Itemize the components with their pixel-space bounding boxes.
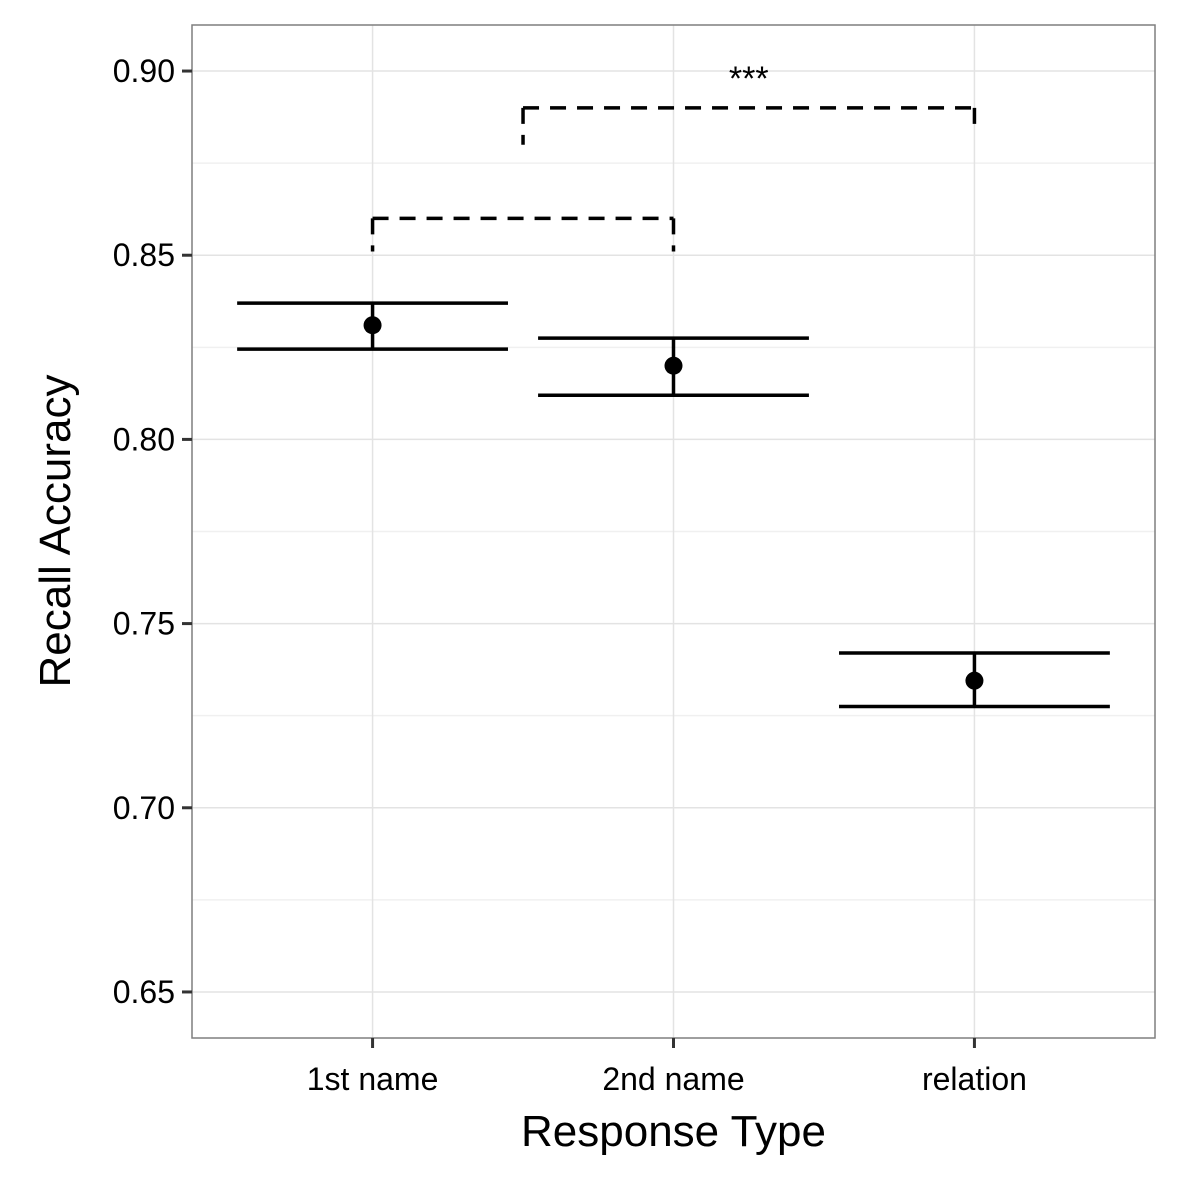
y-tick-label: 0.90 [113, 53, 175, 89]
y-tick-label: 0.85 [113, 237, 175, 273]
y-axis: 0.65 0.70 0.75 0.80 0.85 0.90 [113, 53, 192, 1010]
major-gridlines [192, 25, 1155, 1038]
x-tick-label: relation [922, 1061, 1027, 1097]
y-tick-label: 0.65 [113, 974, 175, 1010]
y-tick-label: 0.70 [113, 790, 175, 826]
y-tick-label: 0.75 [113, 606, 175, 642]
data-marks [237, 301, 1110, 709]
mean-point [664, 356, 683, 375]
significance-brackets: *** [370, 60, 977, 252]
x-tick-label: 2nd name [602, 1061, 744, 1097]
x-axis: 1st name 2nd name relation [307, 1038, 1027, 1097]
mean-point [363, 316, 382, 335]
x-axis-title: Response Type [521, 1107, 826, 1156]
mean-point [965, 671, 984, 690]
y-tick-label: 0.80 [113, 421, 175, 457]
y-axis-title: Recall Accuracy [31, 374, 80, 687]
x-tick-label: 1st name [307, 1061, 439, 1097]
significance-label: *** [729, 60, 769, 98]
